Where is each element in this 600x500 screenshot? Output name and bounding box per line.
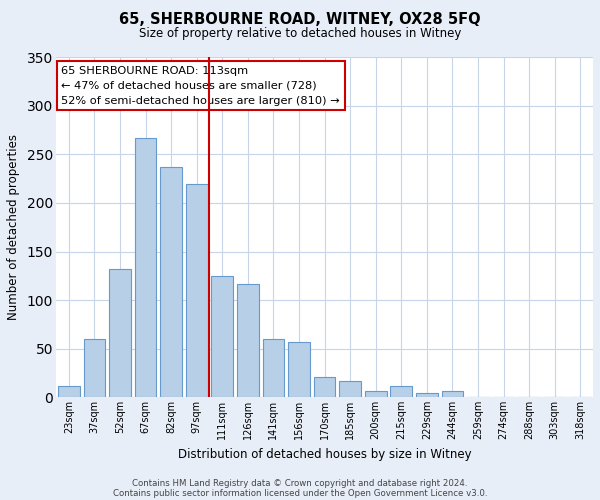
Bar <box>365 391 386 397</box>
Bar <box>186 184 208 397</box>
Bar <box>288 342 310 397</box>
Bar <box>314 376 335 397</box>
Text: 65 SHERBOURNE ROAD: 113sqm
← 47% of detached houses are smaller (728)
52% of sem: 65 SHERBOURNE ROAD: 113sqm ← 47% of deta… <box>61 66 340 106</box>
Bar <box>237 284 259 397</box>
Bar <box>442 391 463 397</box>
Bar <box>160 167 182 397</box>
Bar <box>211 276 233 397</box>
Bar <box>83 339 105 397</box>
Bar <box>339 380 361 397</box>
Bar <box>58 386 80 397</box>
Bar <box>416 393 438 397</box>
Text: 65, SHERBOURNE ROAD, WITNEY, OX28 5FQ: 65, SHERBOURNE ROAD, WITNEY, OX28 5FQ <box>119 12 481 28</box>
X-axis label: Distribution of detached houses by size in Witney: Distribution of detached houses by size … <box>178 448 472 460</box>
Text: Contains HM Land Registry data © Crown copyright and database right 2024.: Contains HM Land Registry data © Crown c… <box>132 478 468 488</box>
Text: Size of property relative to detached houses in Witney: Size of property relative to detached ho… <box>139 28 461 40</box>
Bar <box>263 339 284 397</box>
Y-axis label: Number of detached properties: Number of detached properties <box>7 134 20 320</box>
Bar <box>391 386 412 397</box>
Bar <box>109 269 131 397</box>
Bar <box>134 138 157 397</box>
Text: Contains public sector information licensed under the Open Government Licence v3: Contains public sector information licen… <box>113 488 487 498</box>
